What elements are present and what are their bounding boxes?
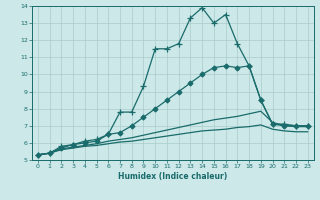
X-axis label: Humidex (Indice chaleur): Humidex (Indice chaleur): [118, 172, 228, 181]
